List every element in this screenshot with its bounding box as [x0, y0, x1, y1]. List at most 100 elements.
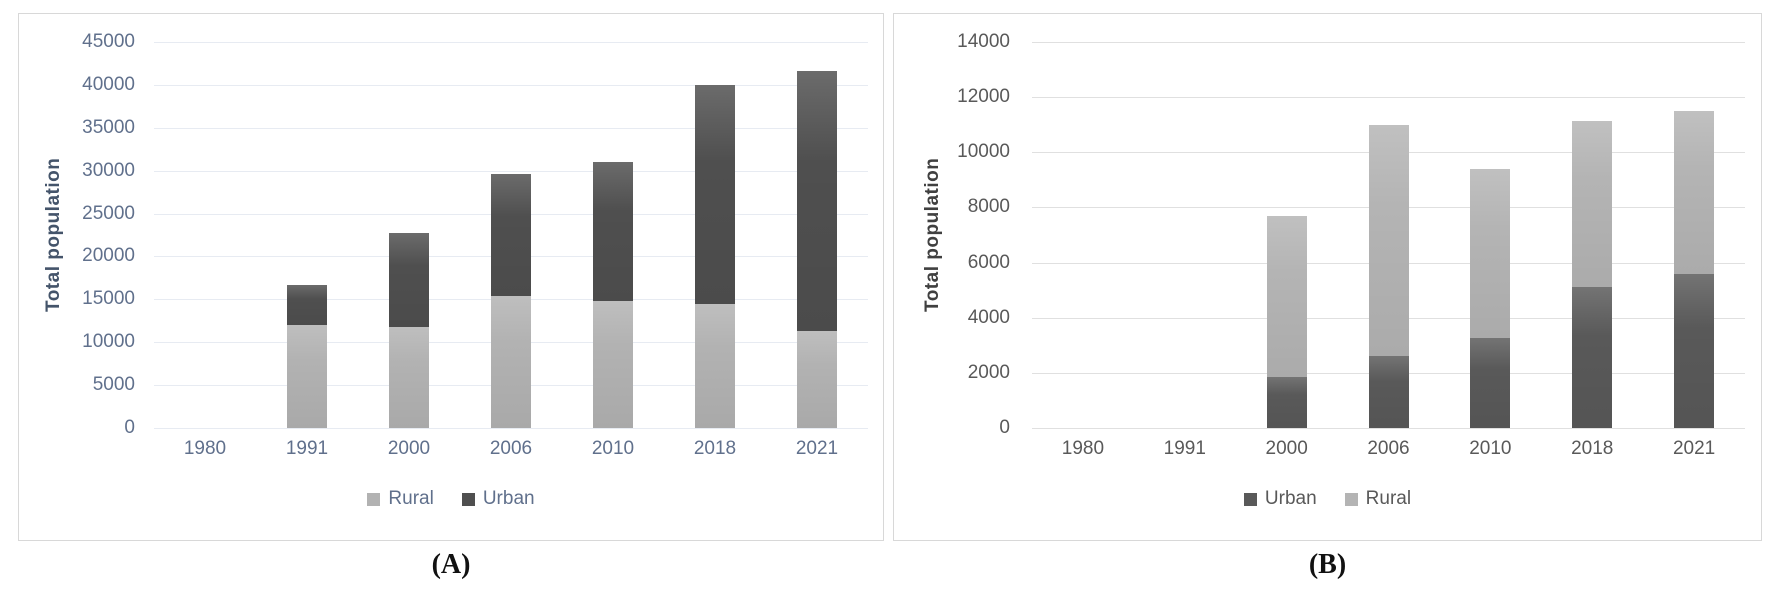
bar-column — [154, 42, 256, 428]
bar-column — [1134, 42, 1236, 428]
legend: Urban Rural — [894, 488, 1761, 510]
bar-column — [1338, 42, 1440, 428]
x-tick-label: 2000 — [1265, 438, 1308, 459]
legend-swatch-urban — [1243, 492, 1257, 506]
bar-segment-rural — [1368, 124, 1409, 357]
x-tick-label: 2006 — [489, 438, 533, 459]
legend-swatch-rural — [1344, 492, 1358, 506]
y-tick-label: 25000 — [82, 202, 135, 224]
bars — [154, 42, 868, 428]
legend-label: Rural — [1365, 488, 1412, 509]
bar-segment-urban — [389, 233, 429, 327]
x-tick-label: 2006 — [1367, 438, 1410, 459]
gridline — [154, 170, 868, 172]
x-tick-label: 1991 — [1163, 438, 1206, 459]
bar-segment-rural — [797, 331, 837, 428]
x-tick-label: 2021 — [1672, 438, 1716, 459]
stacked-bar — [1572, 120, 1613, 428]
stacked-bar — [389, 233, 429, 428]
stacked-bar — [1470, 168, 1511, 428]
bar-column — [1032, 42, 1134, 428]
x-tick-label: 2010 — [1469, 438, 1512, 459]
bar-segment-urban — [1572, 287, 1613, 428]
legend-item-urban: Urban — [461, 488, 535, 510]
y-axis-tick-labels: 0 2000 4000 6000 8000 10000 12000 14000 — [894, 14, 1010, 540]
x-tick-label: 1980 — [1061, 438, 1105, 459]
bar-segment-urban — [593, 162, 633, 302]
bar-segment-rural — [287, 325, 327, 428]
gridline — [154, 84, 868, 86]
legend: Rural Urban — [19, 488, 883, 510]
gridline — [154, 42, 868, 43]
legend-item-rural: Rural — [1344, 488, 1412, 510]
chart-panel-b: Total population 0 2000 4000 6000 8000 10000 1… — [893, 13, 1762, 541]
x-tick-label: 2018 — [693, 438, 737, 459]
plot-area — [1032, 42, 1745, 429]
y-axis-tick-labels: 0 5000 10000 15000 20000 25000 30000 35000 40000… — [19, 14, 135, 540]
bar-segment-rural — [695, 303, 735, 428]
y-tick-label: 8000 — [967, 196, 1010, 218]
y-tick-label: 10000 — [82, 331, 135, 353]
bar-segment-urban — [1470, 338, 1511, 428]
bar-segment-rural — [1674, 110, 1715, 274]
legend-label: Rural — [388, 488, 434, 509]
bar-segment-rural — [491, 295, 531, 428]
bar-column — [1643, 42, 1745, 428]
bar-segment-urban — [1368, 356, 1409, 428]
x-tick-label: 2018 — [1571, 438, 1614, 459]
gridline — [1032, 97, 1745, 99]
y-tick-label: 15000 — [82, 288, 135, 310]
stacked-bar — [797, 71, 837, 428]
bar-column — [562, 42, 664, 428]
legend-swatch-rural — [367, 492, 381, 506]
legend-swatch-urban — [461, 492, 475, 506]
bar-column — [460, 42, 562, 428]
gridline — [154, 428, 868, 429]
bar-segment-urban — [1674, 273, 1715, 428]
chart-panel-a: Total population 0 5000 10000 15000 20000 250… — [18, 13, 884, 541]
y-tick-label: 6000 — [967, 251, 1010, 273]
y-tick-label: 30000 — [82, 159, 135, 181]
bar-segment-rural — [389, 326, 429, 428]
y-tick-label: 10000 — [957, 141, 1010, 163]
x-tick-label: 2010 — [591, 438, 635, 459]
y-tick-label: 0 — [999, 417, 1010, 438]
bar-column — [256, 42, 358, 428]
bar-column — [766, 42, 868, 428]
y-tick-label: 45000 — [82, 31, 135, 52]
legend-item-rural: Rural — [367, 488, 434, 510]
bar-segment-urban — [491, 174, 531, 296]
x-tick-label: 1991 — [285, 438, 329, 459]
stacked-bar — [1266, 215, 1307, 428]
bar-segment-urban — [287, 284, 327, 326]
x-tick-label: 2021 — [795, 438, 839, 459]
bar-segment-rural — [1266, 215, 1307, 377]
bars — [1032, 42, 1745, 428]
stacked-bar — [1674, 110, 1715, 428]
bar-segment-rural — [1470, 168, 1511, 339]
y-tick-label: 14000 — [957, 31, 1010, 52]
y-tick-label: 4000 — [967, 306, 1010, 328]
bar-segment-rural — [593, 301, 633, 428]
subfigure-label-a: (A) — [431, 549, 471, 580]
bar-column — [358, 42, 460, 428]
x-tick-label: 2000 — [387, 438, 431, 459]
stacked-bar — [491, 174, 531, 428]
y-tick-label: 40000 — [82, 73, 135, 95]
stacked-bar — [695, 84, 735, 428]
x-tick-label: 1980 — [183, 438, 227, 459]
x-axis-labels: 1980 1991 2000 2006 2010 2018 2021 — [154, 438, 868, 460]
bar-segment-rural — [1572, 120, 1613, 288]
y-tick-label: 20000 — [82, 245, 135, 267]
stacked-bar — [287, 284, 327, 428]
bar-segment-urban — [1266, 377, 1307, 428]
x-axis-labels: 1980 1991 2000 2006 2010 2018 2021 — [1032, 438, 1745, 460]
legend-item-urban: Urban — [1243, 488, 1317, 510]
bar-segment-urban — [695, 84, 735, 304]
bar-column — [1439, 42, 1541, 428]
legend-label: Urban — [1264, 488, 1317, 509]
subfigure-label-b: (B) — [1308, 549, 1347, 580]
stacked-bar — [1368, 124, 1409, 428]
bar-column — [1541, 42, 1643, 428]
